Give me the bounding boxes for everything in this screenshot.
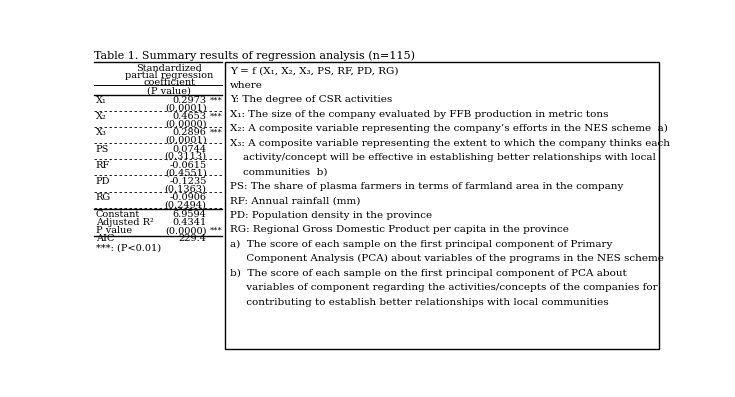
Text: Table 1. Summary results of regression analysis (n=115): Table 1. Summary results of regression a… [94,50,415,60]
Text: (P value): (P value) [148,87,191,96]
Text: 6.9594: 6.9594 [173,210,207,219]
Text: partial regression: partial regression [125,71,213,80]
Text: X₂: A composite variable representing the company’s efforts in the NES scheme  a: X₂: A composite variable representing th… [230,124,667,133]
Text: AIC: AIC [96,234,114,243]
Text: variables of component regarding the activities/concepts of the companies for: variables of component regarding the act… [230,283,657,292]
Text: X₁: The size of the company evaluated by FFB production in metric tons: X₁: The size of the company evaluated by… [230,110,609,119]
Text: RG: RG [96,193,111,202]
Text: 0.2896: 0.2896 [173,129,207,137]
Text: b)  The score of each sample on the first principal component of PCA about: b) The score of each sample on the first… [230,269,626,278]
Text: 0.4341: 0.4341 [172,218,207,227]
Text: contributing to establish better relationships with local communities: contributing to establish better relatio… [230,298,609,307]
Text: (0.0001): (0.0001) [165,136,207,145]
Text: (0.0000): (0.0000) [165,119,207,129]
Text: X₃: X₃ [96,129,107,137]
Text: 0.2973: 0.2973 [173,96,207,105]
Text: Constant: Constant [96,210,140,219]
Text: Y = f (X₁, X₂, X₃, PS, RF, PD, RG): Y = f (X₁, X₂, X₃, PS, RF, PD, RG) [230,66,398,75]
Text: X₃: A composite variable representing the extent to which the company thinks eac: X₃: A composite variable representing th… [230,139,670,148]
Text: ***: *** [209,96,223,104]
Text: Component Analysis (PCA) about variables of the programs in the NES scheme: Component Analysis (PCA) about variables… [230,254,664,264]
Text: 0.0744: 0.0744 [173,145,207,154]
Text: -0.0615: -0.0615 [170,161,207,170]
Text: PD: Population density in the province: PD: Population density in the province [230,211,432,220]
Text: coefficient: coefficient [143,78,196,87]
Text: (0.0000): (0.0000) [165,226,207,235]
Text: 0.4653: 0.4653 [173,112,207,121]
Text: where: where [230,81,262,90]
Text: (0.3113): (0.3113) [165,152,207,161]
Text: -0.1235: -0.1235 [169,177,207,186]
Text: X₁: X₁ [96,96,107,105]
Text: Adjusted R²: Adjusted R² [96,218,154,227]
Text: ***: *** [209,112,223,120]
Text: -0.0906: -0.0906 [170,193,207,202]
Text: ***: *** [209,226,223,234]
Text: ***: *** [209,129,223,137]
Text: PS: The share of plasma farmers in terms of farmland area in the company: PS: The share of plasma farmers in terms… [230,182,623,191]
Text: (0.4551): (0.4551) [165,168,207,177]
Text: (0.0001): (0.0001) [165,104,207,112]
Text: (0.2494): (0.2494) [165,200,207,210]
Text: Standardized: Standardized [137,64,202,73]
Text: activity/concept will be effective in establishing better relationships with loc: activity/concept will be effective in es… [230,153,656,162]
Text: X₂: X₂ [96,112,107,121]
Text: RG: Regional Gross Domestic Product per capita in the province: RG: Regional Gross Domestic Product per … [230,225,569,234]
Text: RF: Annual rainfall (mm): RF: Annual rainfall (mm) [230,197,360,205]
Text: PS: PS [96,145,109,154]
Text: 229.4: 229.4 [179,234,207,243]
Text: PD: PD [96,177,110,186]
Text: a)  The score of each sample on the first principal component of Primary: a) The score of each sample on the first… [230,240,612,249]
Text: Y: The degree of CSR activities: Y: The degree of CSR activities [230,95,392,104]
Text: communities  b): communities b) [230,168,327,176]
Text: P value: P value [96,226,132,235]
Text: RF: RF [96,161,110,170]
Text: ***: (P<0.01): ***: (P<0.01) [96,244,161,253]
Text: (0.1363): (0.1363) [165,184,207,193]
FancyBboxPatch shape [225,62,659,349]
